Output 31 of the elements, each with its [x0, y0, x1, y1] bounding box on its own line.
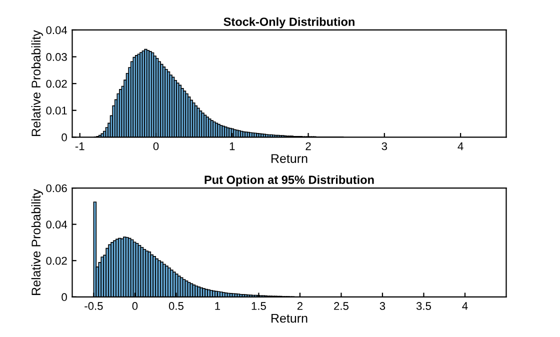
x-tick-label: -1: [75, 142, 84, 150]
x-tick-label: 1: [215, 302, 220, 310]
x-tick-label: 2: [297, 302, 302, 310]
x-tick-label: -0.5: [84, 302, 103, 310]
y-tick-label: 0.04: [46, 26, 68, 34]
y-tick-label: 0.02: [46, 256, 67, 265]
x-axis-title: Return: [272, 154, 308, 163]
y-tick-label: 0.01: [46, 106, 67, 115]
x-tick-label: 4: [458, 142, 464, 150]
y-axis-title: Relative Probability: [31, 30, 43, 136]
x-axis-title: Return: [272, 314, 308, 323]
x-tick-label: 1: [230, 142, 235, 150]
y-tick-label: 0: [62, 133, 67, 142]
x-tick-label: 3: [382, 142, 388, 150]
y-axis-title: Relative Probability: [31, 188, 43, 295]
y-tick-label: 0.06: [46, 184, 67, 192]
y-tick-label: 0: [62, 293, 67, 302]
x-tick-label: 2.5: [334, 302, 348, 310]
x-tick-label: 2: [306, 142, 311, 150]
x-tick-label: 3.5: [416, 302, 431, 310]
y-tick-label: 0.02: [46, 80, 67, 88]
x-tick-label: 0.5: [168, 302, 184, 310]
y-tick-label: 0.04: [46, 220, 68, 228]
x-tick-label: 3: [380, 302, 386, 310]
x-tick-label: 0: [153, 142, 159, 150]
chart-title: Put Option at 95% Distribution: [204, 175, 374, 186]
chart-title: Stock-Only Distribution: [224, 17, 354, 28]
y-tick-label: 0.03: [46, 53, 67, 61]
x-tick-label: 4: [462, 302, 468, 310]
x-tick-label: 1.5: [252, 302, 266, 310]
x-tick-label: 0: [132, 302, 138, 310]
